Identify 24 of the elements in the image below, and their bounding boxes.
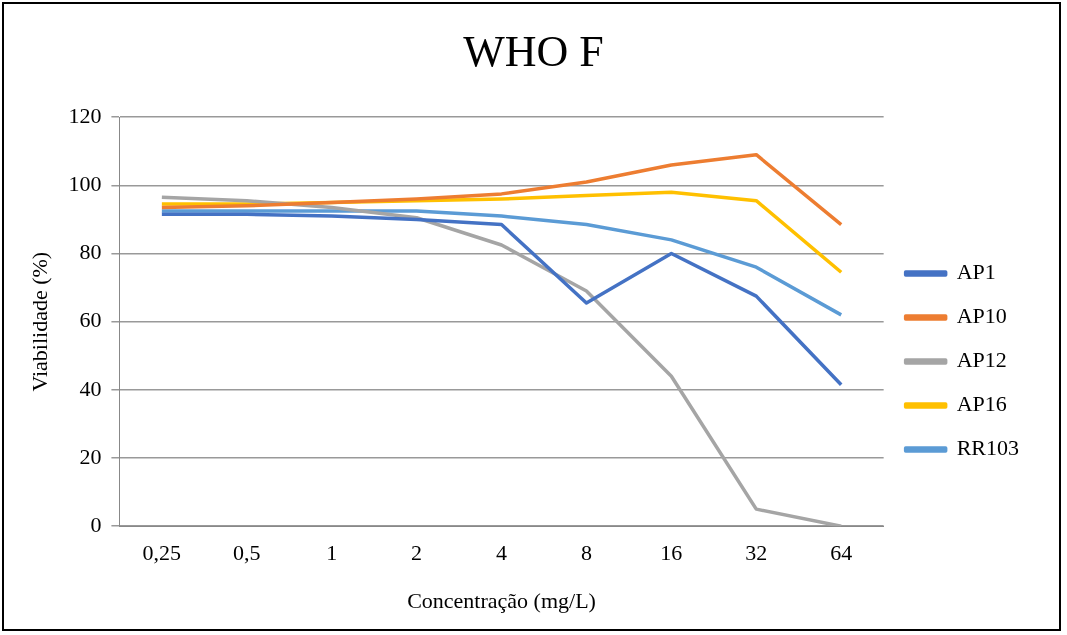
x-tick-label: 2: [411, 540, 423, 566]
x-axis-title: Concentração (mg/L): [407, 587, 596, 613]
x-tick-label: 4: [496, 540, 508, 566]
y-tick-label: 120: [68, 102, 102, 128]
legend-label: RR103: [956, 435, 1020, 461]
legend-label: AP1: [956, 259, 996, 285]
legend-label: AP12: [956, 347, 1007, 373]
y-tick-label: 80: [79, 239, 102, 265]
x-tick-label: 32: [745, 540, 768, 566]
x-tick-label: 8: [580, 540, 592, 566]
x-tick-label: 0,5: [233, 540, 261, 566]
y-tick-label: 100: [68, 171, 102, 197]
y-tick-label: 60: [79, 307, 102, 333]
chart-title: WHO F: [462, 26, 605, 77]
legend-label: AP10: [956, 303, 1007, 329]
y-axis-title: Viabilidade (%): [26, 251, 52, 392]
x-tick-label: 0,25: [142, 540, 182, 566]
x-tick-label: 16: [660, 540, 683, 566]
x-tick-label: 1: [326, 540, 338, 566]
legend-label: AP16: [956, 391, 1007, 417]
y-tick-label: 40: [79, 375, 102, 401]
y-tick-label: 0: [90, 511, 102, 537]
x-tick-label: 64: [830, 540, 853, 566]
y-tick-label: 20: [79, 443, 102, 469]
